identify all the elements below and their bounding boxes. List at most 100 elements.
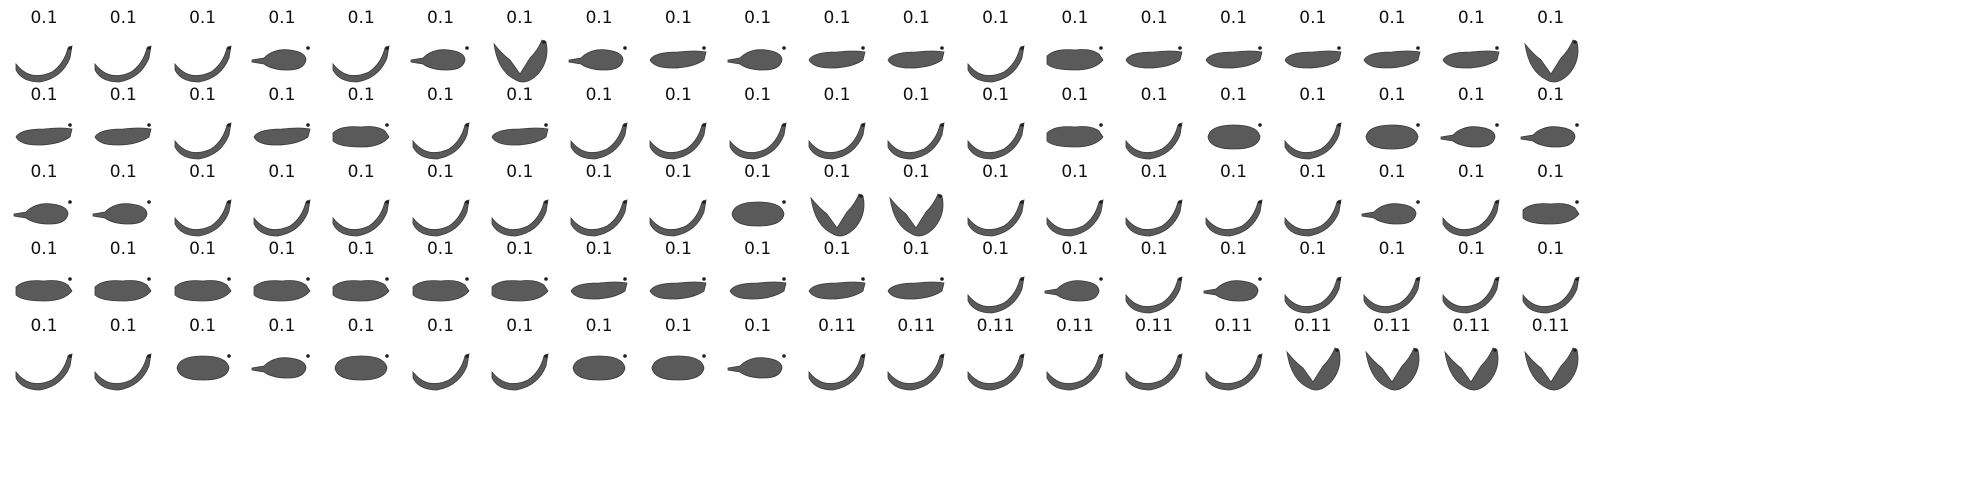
banana-thumbnail bbox=[1205, 46, 1262, 69]
image-cell: 0.1 bbox=[167, 231, 239, 329]
score-label: 0.1 bbox=[30, 162, 58, 182]
score-label: 0.1 bbox=[823, 162, 851, 182]
score-label: 0.1 bbox=[189, 239, 217, 259]
banana-thumbnail bbox=[1284, 46, 1342, 69]
score-label: 0.1 bbox=[585, 316, 613, 336]
score-label: 0.11 bbox=[1055, 316, 1094, 336]
score-label: 0.1 bbox=[982, 162, 1010, 182]
image-cell: 0.1 bbox=[880, 154, 952, 252]
score-label: 0.1 bbox=[982, 8, 1010, 28]
banana-thumbnail bbox=[568, 46, 627, 71]
banana-thumbnail bbox=[808, 122, 866, 160]
banana-thumbnail bbox=[1284, 199, 1342, 237]
image-cell: 0.1 bbox=[167, 0, 239, 98]
banana-thumbnail bbox=[1284, 122, 1342, 160]
image-cell: 0.1 bbox=[167, 154, 239, 252]
banana-thumbnail bbox=[491, 123, 549, 146]
image-cell: 0.11 bbox=[880, 308, 952, 406]
banana-thumbnail bbox=[1046, 199, 1104, 237]
image-cell: 0.1 bbox=[1039, 231, 1111, 329]
image-cell: 0.1 bbox=[246, 77, 318, 175]
banana-thumbnail bbox=[410, 46, 469, 71]
image-cell: 0.1 bbox=[1198, 77, 1270, 175]
banana-thumbnail bbox=[1046, 46, 1104, 71]
banana-thumbnail bbox=[649, 277, 707, 300]
score-label: 0.1 bbox=[744, 316, 772, 336]
score-label: 0.1 bbox=[109, 8, 137, 28]
image-cell: 0.11 bbox=[1356, 308, 1428, 406]
image-cell: 0.1 bbox=[325, 77, 397, 175]
image-cell: 0.1 bbox=[563, 0, 635, 98]
score-label: 0.1 bbox=[30, 316, 58, 336]
banana-thumbnail bbox=[94, 277, 152, 302]
score-label: 0.1 bbox=[585, 85, 613, 105]
banana-thumbnail bbox=[15, 123, 73, 146]
banana-thumbnail bbox=[493, 39, 548, 83]
banana-thumbnail bbox=[253, 123, 311, 146]
banana-thumbnail bbox=[253, 277, 311, 302]
banana-thumbnail bbox=[332, 199, 390, 237]
score-label: 0.1 bbox=[347, 85, 375, 105]
score-label: 0.1 bbox=[109, 316, 137, 336]
image-cell: 0.1 bbox=[325, 0, 397, 98]
banana-thumbnail bbox=[332, 123, 390, 148]
banana-thumbnail bbox=[1522, 200, 1580, 225]
score-label: 0.1 bbox=[347, 8, 375, 28]
score-label: 0.1 bbox=[1219, 162, 1248, 182]
banana-thumbnail bbox=[1125, 276, 1183, 314]
banana-thumbnail bbox=[253, 199, 311, 237]
banana-thumbnail bbox=[94, 353, 152, 391]
score-label: 0.1 bbox=[1219, 85, 1248, 105]
score-label: 0.1 bbox=[1140, 8, 1168, 28]
banana-thumbnail bbox=[887, 353, 945, 391]
image-cell: 0.1 bbox=[1277, 154, 1349, 252]
image-cell: 0.1 bbox=[722, 0, 794, 98]
image-cell: 0.1 bbox=[1118, 77, 1190, 175]
score-label: 0.11 bbox=[1135, 316, 1174, 336]
banana-thumbnail bbox=[889, 193, 944, 237]
banana-thumbnail bbox=[649, 46, 707, 69]
score-label: 0.1 bbox=[189, 316, 217, 336]
score-label: 0.1 bbox=[1378, 8, 1406, 28]
score-label: 0.1 bbox=[1299, 162, 1327, 182]
score-label: 0.1 bbox=[1537, 85, 1565, 105]
score-label: 0.11 bbox=[1452, 316, 1491, 336]
score-label: 0.1 bbox=[426, 85, 455, 105]
banana-thumbnail bbox=[1203, 277, 1262, 302]
image-cell: 0.1 bbox=[325, 154, 397, 252]
score-label: 0.1 bbox=[30, 239, 58, 259]
image-cell: 0.1 bbox=[1277, 0, 1349, 98]
banana-thumbnail bbox=[887, 122, 945, 160]
image-cell: 0.1 bbox=[246, 308, 318, 406]
image-cell: 0.1 bbox=[1515, 77, 1587, 175]
score-label: 0.1 bbox=[268, 162, 296, 182]
banana-thumbnail bbox=[491, 353, 549, 391]
score-label: 0.1 bbox=[1378, 162, 1406, 182]
score-label: 0.1 bbox=[347, 316, 375, 336]
score-label: 0.1 bbox=[1299, 239, 1327, 259]
banana-thumbnail bbox=[1205, 353, 1263, 391]
score-label: 0.1 bbox=[1457, 85, 1485, 105]
score-label: 0.1 bbox=[1140, 239, 1168, 259]
banana-thumbnail bbox=[251, 354, 310, 379]
score-label: 0.1 bbox=[744, 162, 772, 182]
score-label: 0.1 bbox=[506, 239, 534, 259]
banana-thumbnail bbox=[572, 354, 627, 381]
banana-thumbnail bbox=[1205, 199, 1263, 237]
image-cell: 0.1 bbox=[8, 77, 80, 175]
image-cell: 0.1 bbox=[484, 231, 556, 329]
image-cell: 0.1 bbox=[1039, 77, 1111, 175]
banana-thumbnail bbox=[412, 277, 469, 302]
score-label: 0.1 bbox=[506, 316, 534, 336]
banana-thumbnail bbox=[727, 354, 786, 379]
image-cell: 0.11 bbox=[1198, 308, 1270, 406]
score-label: 0.1 bbox=[664, 316, 692, 336]
score-label: 0.1 bbox=[1299, 85, 1327, 105]
banana-thumbnail bbox=[967, 276, 1025, 314]
image-cell: 0.1 bbox=[484, 154, 556, 252]
image-cell: 0.1 bbox=[87, 0, 159, 98]
banana-thumbnail bbox=[808, 277, 866, 300]
image-cell: 0.1 bbox=[325, 231, 397, 329]
banana-thumbnail bbox=[887, 46, 945, 69]
banana-thumbnail bbox=[1520, 123, 1579, 148]
